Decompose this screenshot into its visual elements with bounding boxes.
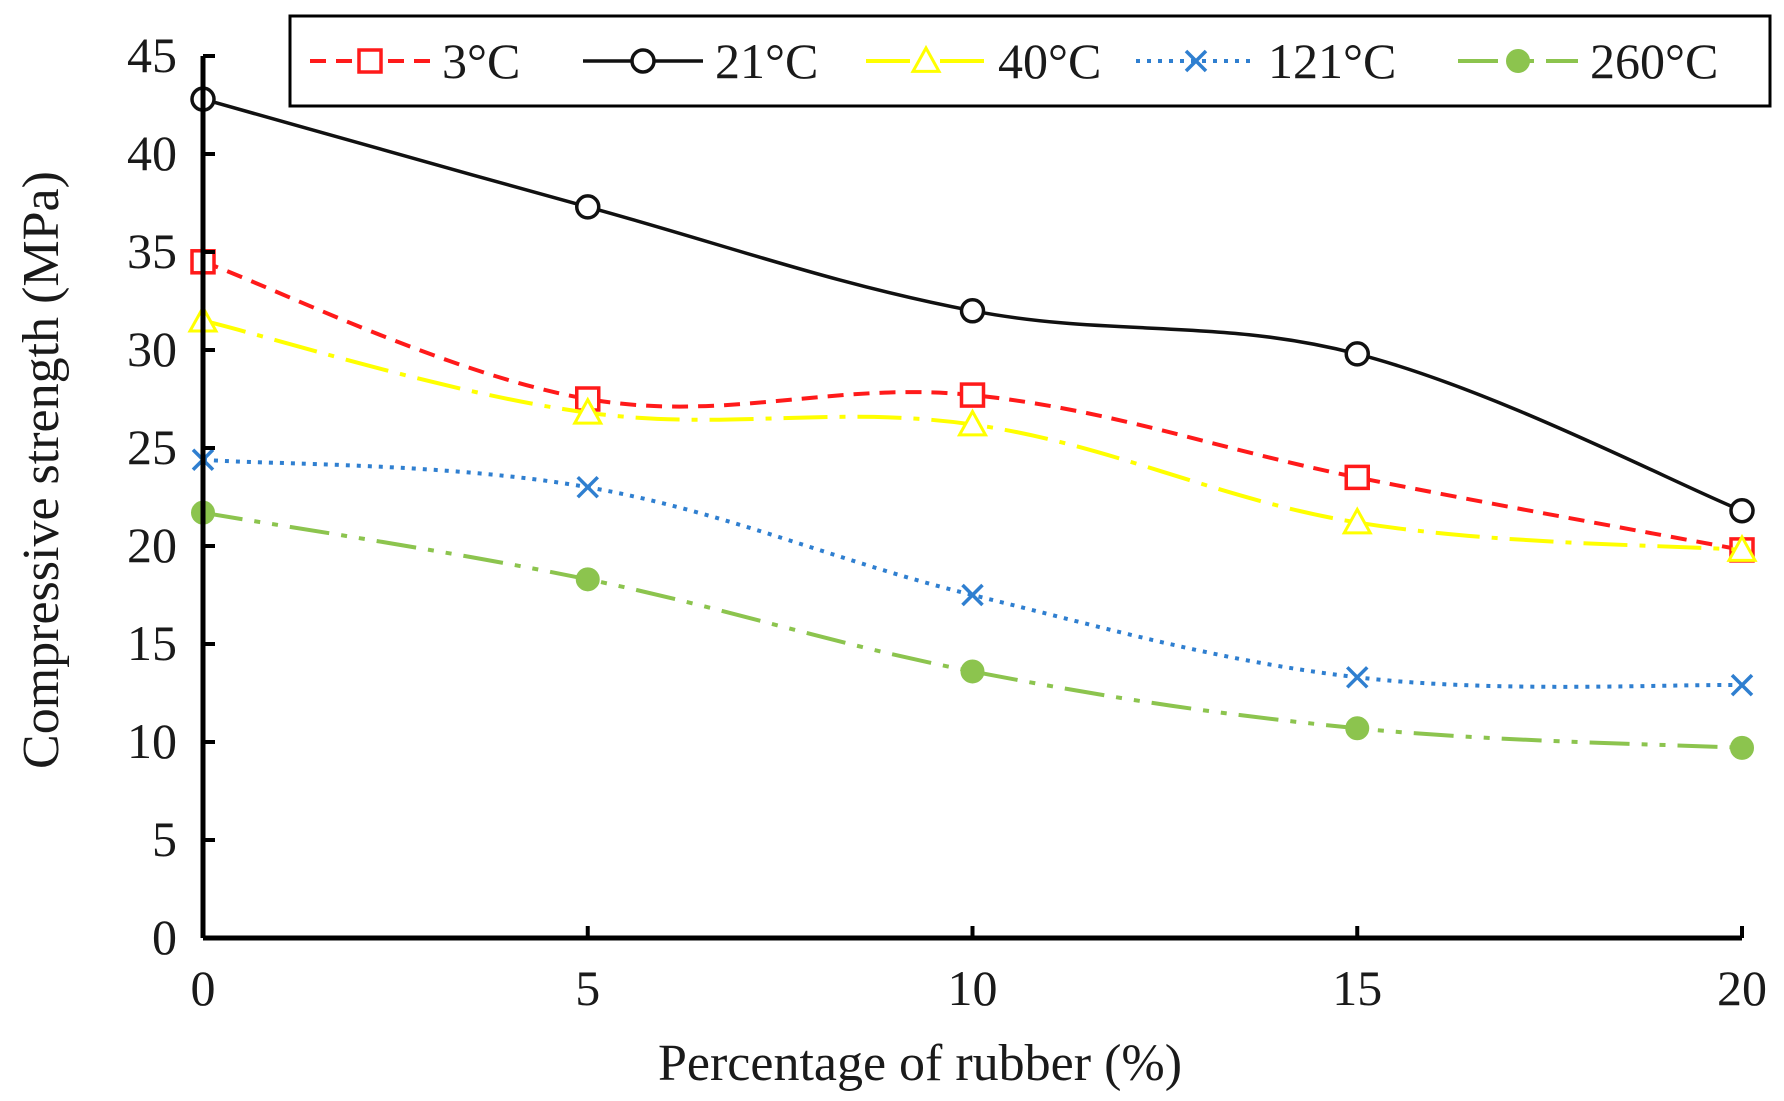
series-40°C xyxy=(187,304,1758,562)
legend-label: 260°C xyxy=(1590,33,1718,89)
legend-marker xyxy=(630,48,656,74)
legend-entry: 121°C xyxy=(1136,33,1396,89)
legend-marker xyxy=(1184,49,1208,73)
data-point xyxy=(959,382,986,408)
legend-entry: 40°C xyxy=(866,33,1101,89)
series-line xyxy=(202,457,1743,689)
y-tick-label: 25 xyxy=(127,419,177,475)
x-ticks: 0 5 10 15 20 xyxy=(191,926,1767,1016)
legend: 3°C 21°C 40°C 121°C 260°C xyxy=(288,14,1772,108)
data-point xyxy=(961,583,984,607)
y-ticks: 0 5 10 15 20 25 30 35 40 45 xyxy=(127,27,215,965)
y-tick-label: 0 xyxy=(152,909,177,965)
axes xyxy=(200,56,1742,941)
legend-marker xyxy=(357,48,383,74)
y-tick-label: 15 xyxy=(127,615,177,671)
data-point xyxy=(1730,735,1754,760)
y-tick-label: 40 xyxy=(127,125,177,181)
legend-marker xyxy=(1506,49,1530,73)
series-121°C xyxy=(191,448,1754,697)
data-point xyxy=(1344,464,1370,491)
data-point xyxy=(1341,506,1373,535)
x-tick-label: 5 xyxy=(575,960,600,1016)
y-tick-label: 10 xyxy=(127,713,177,769)
data-point xyxy=(1344,341,1370,367)
y-tick-label: 20 xyxy=(127,517,177,573)
legend-entry: 3°C xyxy=(310,33,520,89)
legend-label: 40°C xyxy=(998,33,1101,89)
y-tick-label: 35 xyxy=(127,223,177,279)
data-point xyxy=(1730,673,1754,697)
data-point xyxy=(1345,716,1370,741)
data-point xyxy=(575,567,600,592)
data-point xyxy=(572,396,604,425)
y-axis-title: Compressive strength (MPa) xyxy=(13,171,70,769)
legend-label: 121°C xyxy=(1268,33,1396,89)
x-tick-label: 15 xyxy=(1332,960,1382,1016)
legend-entry: 260°C xyxy=(1458,33,1718,89)
y-tick-label: 5 xyxy=(152,811,177,867)
data-point xyxy=(575,194,601,220)
x-tick-label: 0 xyxy=(191,960,216,1016)
data-point xyxy=(959,298,986,324)
series-layer xyxy=(187,86,1758,760)
data-point xyxy=(960,659,985,684)
series-line xyxy=(202,510,1743,750)
data-point xyxy=(1729,497,1755,524)
y-tick-label: 30 xyxy=(127,321,177,377)
data-point xyxy=(1726,533,1758,562)
y-tick-label: 45 xyxy=(127,27,177,83)
data-point xyxy=(956,408,989,437)
x-tick-label: 10 xyxy=(948,960,998,1016)
x-tick-label: 20 xyxy=(1717,960,1767,1016)
data-point xyxy=(1346,666,1369,689)
legend-label: 3°C xyxy=(442,33,520,89)
legend-marker xyxy=(910,44,942,73)
x-axis-title: Percentage of rubber (%) xyxy=(658,1035,1182,1092)
series-3°C xyxy=(190,249,1755,563)
legend-entry: 21°C xyxy=(583,33,818,89)
legend-label: 21°C xyxy=(715,33,818,89)
series-21°C xyxy=(190,86,1755,524)
data-point xyxy=(576,475,599,499)
